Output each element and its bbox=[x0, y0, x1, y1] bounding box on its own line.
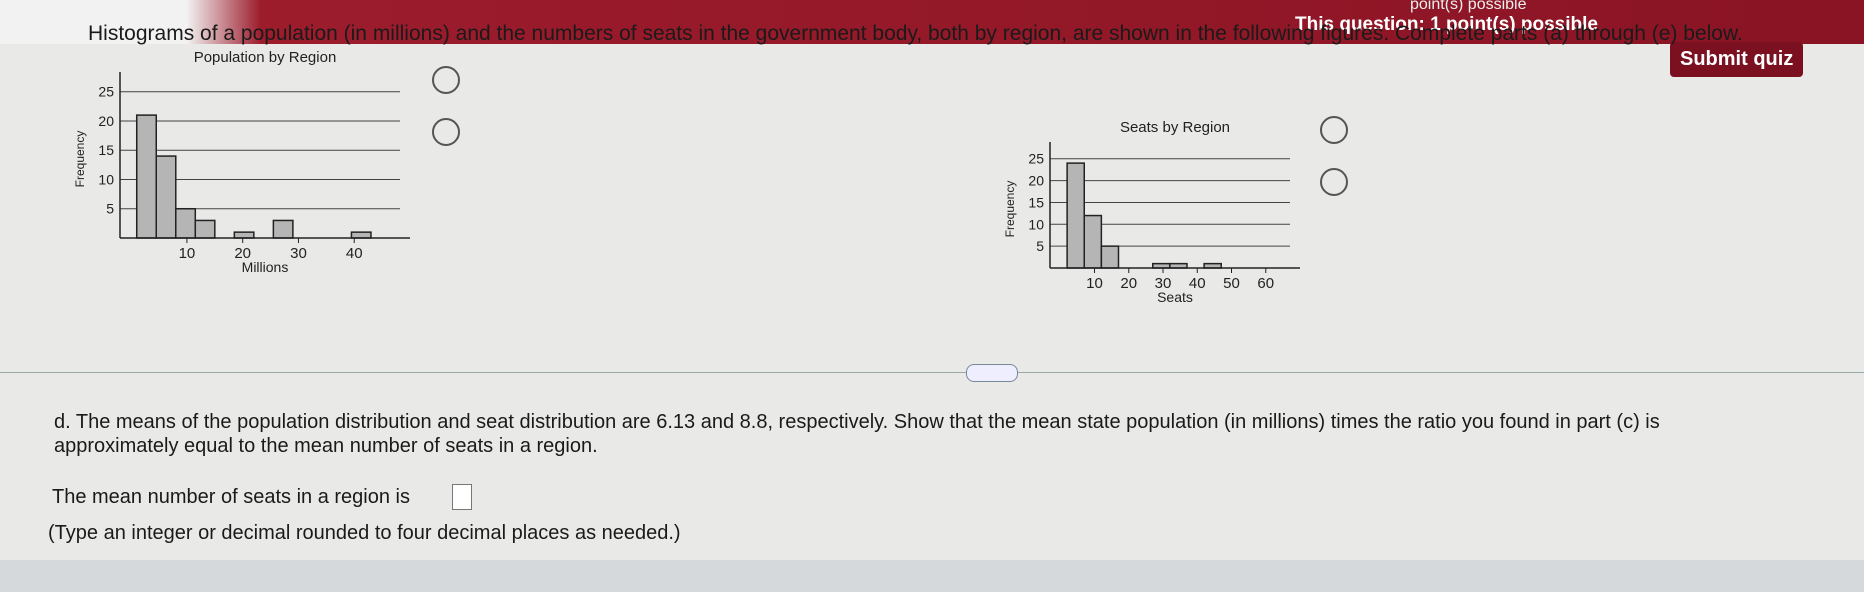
y-axis-label: Frequency bbox=[1003, 181, 1017, 238]
y-axis-label: Frequency bbox=[73, 131, 87, 188]
footer-bar bbox=[0, 560, 1864, 592]
answer-prompt: The mean number of seats in a region is bbox=[52, 486, 410, 508]
x-tick-label: 40 bbox=[1189, 275, 1206, 292]
x-tick-label: 30 bbox=[1155, 275, 1172, 292]
bar bbox=[175, 207, 197, 239]
chart-title: Seats by Region bbox=[1120, 119, 1230, 136]
x-tick-label: 50 bbox=[1223, 275, 1240, 292]
answer-note: (Type an integer or decimal rounded to f… bbox=[48, 522, 681, 544]
x-tick-label: 20 bbox=[1120, 275, 1137, 292]
submit-button[interactable]: Submit quiz bbox=[1670, 42, 1804, 77]
seats-histogram: Seats by Region Seats Frequency 5 10 15 20 25 10… bbox=[1003, 119, 1300, 305]
x-tick-label: 10 bbox=[179, 245, 196, 262]
bar bbox=[1066, 162, 1085, 269]
intro-text: Histograms of a population (in millions)… bbox=[88, 22, 1743, 45]
bar bbox=[233, 231, 255, 239]
bar bbox=[350, 231, 372, 239]
partial-text: point(s) possible bbox=[1410, 0, 1527, 13]
points-text: This question: 1 point(s) possible bbox=[1295, 14, 1598, 35]
y-tick-label: 15 bbox=[1028, 194, 1044, 210]
header-bar bbox=[0, 0, 1864, 44]
expand-button[interactable] bbox=[966, 364, 1018, 382]
y-tick-label: 25 bbox=[1028, 151, 1044, 167]
y-tick-label: 15 bbox=[98, 142, 114, 158]
chart-title: Population by Region bbox=[194, 49, 337, 66]
y-tick-label: 20 bbox=[1028, 173, 1044, 189]
y-tick-label: 25 bbox=[98, 84, 114, 100]
bar bbox=[155, 155, 177, 239]
bar bbox=[1100, 245, 1120, 269]
y-tick-label: 20 bbox=[98, 113, 114, 129]
zoom-out[interactable] bbox=[1320, 168, 1348, 196]
x-axis-label: Millions bbox=[242, 259, 289, 275]
zoom-in[interactable] bbox=[432, 66, 460, 94]
y-tick-label: 10 bbox=[98, 171, 114, 187]
bar bbox=[272, 219, 294, 239]
x-tick-label: 60 bbox=[1257, 275, 1274, 292]
x-tick-label: 20 bbox=[234, 245, 251, 262]
x-tick-label: 30 bbox=[290, 245, 307, 262]
x-tick-label: 10 bbox=[1086, 275, 1103, 292]
x-tick-label: 40 bbox=[346, 245, 363, 262]
bar bbox=[1083, 214, 1103, 269]
bar bbox=[135, 114, 157, 239]
bar bbox=[194, 219, 216, 239]
divider bbox=[0, 372, 1864, 373]
answer-input[interactable] bbox=[452, 484, 472, 510]
zoom-out[interactable] bbox=[432, 118, 460, 146]
population-histogram: Population by Region Millions Frequency 5 10… bbox=[73, 49, 410, 275]
x-axis-label: Seats bbox=[1157, 289, 1193, 305]
y-tick-label: 5 bbox=[1036, 238, 1044, 254]
zoom-in[interactable] bbox=[1320, 116, 1348, 144]
y-tick-label: 10 bbox=[1028, 216, 1044, 232]
y-tick-label: 5 bbox=[106, 201, 114, 217]
part-d-text: d. The means of the population distribut… bbox=[54, 411, 1660, 457]
